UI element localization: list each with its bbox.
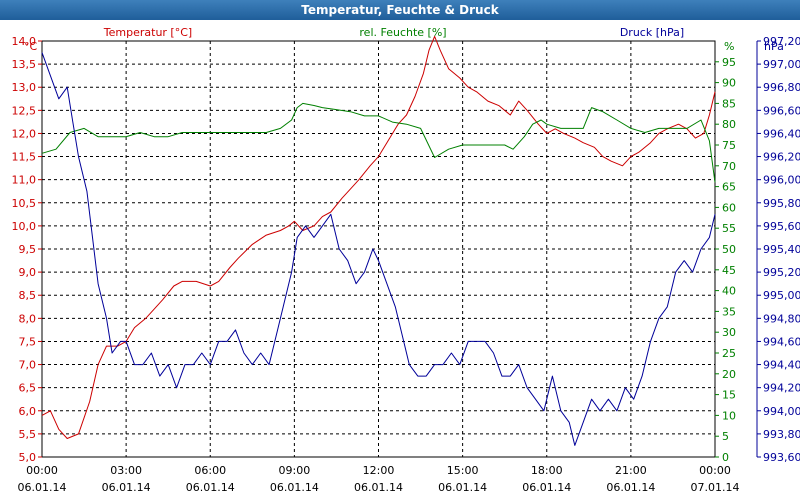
temperature-tick-label: 7,5: [19, 335, 37, 348]
temperature-tick-label: 13,5: [12, 58, 37, 71]
x-tick-time: 21:00: [615, 464, 647, 477]
x-tick-date: 06.01.14: [186, 481, 235, 494]
temperature-tick-label: 11,5: [12, 151, 37, 164]
temperature-tick-label: 5,0: [19, 451, 37, 464]
humidity-tick-label: 0: [722, 451, 729, 464]
pressure-tick-label: 996,40: [763, 127, 800, 140]
pressure-tick-label: 995,40: [763, 243, 800, 256]
axis-ticks: 00:00 06.01.14 03:00 06.01.14 06:00 06.01.14 0…: [12, 35, 800, 494]
pressure-tick-label: 993,80: [763, 428, 800, 441]
humidity-tick-label: 65: [722, 181, 736, 194]
humidity-axis-label: rel. Feuchte [%]: [359, 26, 446, 39]
humidity-tick-label: 70: [722, 160, 736, 173]
humidity-tick-label: 80: [722, 118, 736, 131]
temperature-tick-label: 6,0: [19, 405, 37, 418]
humidity-tick-label: 55: [722, 222, 736, 235]
temperature-tick-label: 9,0: [19, 266, 37, 279]
humidity-tick-label: 50: [722, 243, 736, 256]
pressure-tick-label: 994,80: [763, 312, 800, 325]
x-tick-time: 15:00: [447, 464, 479, 477]
humidity-tick-label: 35: [722, 305, 736, 318]
humidity-tick-label: 85: [722, 97, 736, 110]
humidity-axis-unit: %: [724, 40, 734, 53]
pressure-tick-label: 996,00: [763, 174, 800, 187]
humidity-tick-label: 15: [722, 389, 736, 402]
pressure-axis-label: Druck [hPa]: [620, 26, 684, 39]
humidity-tick-label: 75: [722, 139, 736, 152]
pressure-tick-label: 995,00: [763, 289, 800, 302]
x-tick-date: 06.01.14: [438, 481, 487, 494]
pressure-tick-label: 997,00: [763, 58, 800, 71]
temperature-tick-label: 7,0: [19, 359, 37, 372]
pressure-tick-label: 994,20: [763, 382, 800, 395]
x-tick-date: 06.01.14: [18, 481, 67, 494]
temperature-tick-label: 10,5: [12, 197, 37, 210]
x-tick-time: 00:00: [699, 464, 731, 477]
humidity-tick-label: 45: [722, 264, 736, 277]
temperature-tick-label: 12,0: [12, 127, 37, 140]
x-tick-date: 06.01.14: [606, 481, 655, 494]
pressure-line: [41, 52, 716, 446]
pressure-tick-label: 995,20: [763, 266, 800, 279]
humidity-tick-label: 90: [722, 77, 736, 90]
pressure-tick-label: 995,60: [763, 220, 800, 233]
pressure-tick-label: 997,20: [763, 35, 800, 48]
x-tick-date: 06.01.14: [270, 481, 319, 494]
humidity-tick-label: 10: [722, 409, 736, 422]
humidity-tick-label: 25: [722, 347, 736, 360]
x-tick-time: 06:00: [194, 464, 226, 477]
x-tick-date: 06.01.14: [522, 481, 571, 494]
x-tick-date: 06.01.14: [354, 481, 403, 494]
temperature-tick-label: 11,0: [12, 174, 37, 187]
humidity-tick-label: 30: [722, 326, 736, 339]
pressure-tick-label: 996,60: [763, 104, 800, 117]
humidity-tick-label: 5: [722, 430, 729, 443]
pressure-tick-label: 996,20: [763, 151, 800, 164]
series-lines: [41, 35, 716, 446]
temperature-tick-label: 5,5: [19, 428, 37, 441]
pressure-tick-label: 996,80: [763, 81, 800, 94]
temperature-axis-label: Temperatur [°C]: [103, 26, 192, 39]
temperature-tick-label: 9,5: [19, 243, 37, 256]
humidity-tick-label: 20: [722, 368, 736, 381]
x-tick-time: 03:00: [110, 464, 142, 477]
temperature-tick-label: 8,0: [19, 312, 37, 325]
temperature-line: [41, 35, 716, 439]
x-tick-time: 09:00: [279, 464, 311, 477]
pressure-tick-label: 994,00: [763, 405, 800, 418]
temperature-tick-label: 14,0: [12, 35, 37, 48]
weather-chart: °C Temperatur [°C] rel. Feuchte [%] % Dr…: [12, 26, 800, 494]
pressure-axis-unit: hPa: [764, 40, 784, 53]
temperature-tick-label: 8,5: [19, 289, 37, 302]
temperature-tick-label: 13,0: [12, 81, 37, 94]
pressure-tick-label: 995,80: [763, 197, 800, 210]
temperature-tick-label: 6,5: [19, 382, 37, 395]
pressure-tick-label: 994,40: [763, 359, 800, 372]
x-tick-time: 12:00: [363, 464, 395, 477]
chart-title: Temperatur, Feuchte & Druck: [0, 0, 800, 20]
humidity-tick-label: 40: [722, 285, 736, 298]
x-tick-time: 00:00: [26, 464, 58, 477]
temperature-tick-label: 12,5: [12, 104, 37, 117]
temperature-tick-label: 10,0: [12, 220, 37, 233]
x-tick-time: 18:00: [531, 464, 563, 477]
pressure-tick-label: 993,60: [763, 451, 800, 464]
temperature-axis-unit: °C: [24, 40, 38, 53]
x-tick-date: 07.01.14: [691, 481, 740, 494]
pressure-tick-label: 994,60: [763, 335, 800, 348]
humidity-tick-label: 60: [722, 201, 736, 214]
humidity-line: [41, 102, 716, 183]
humidity-tick-label: 95: [722, 56, 736, 69]
x-tick-date: 06.01.14: [102, 481, 151, 494]
chart-grid: [42, 41, 715, 457]
